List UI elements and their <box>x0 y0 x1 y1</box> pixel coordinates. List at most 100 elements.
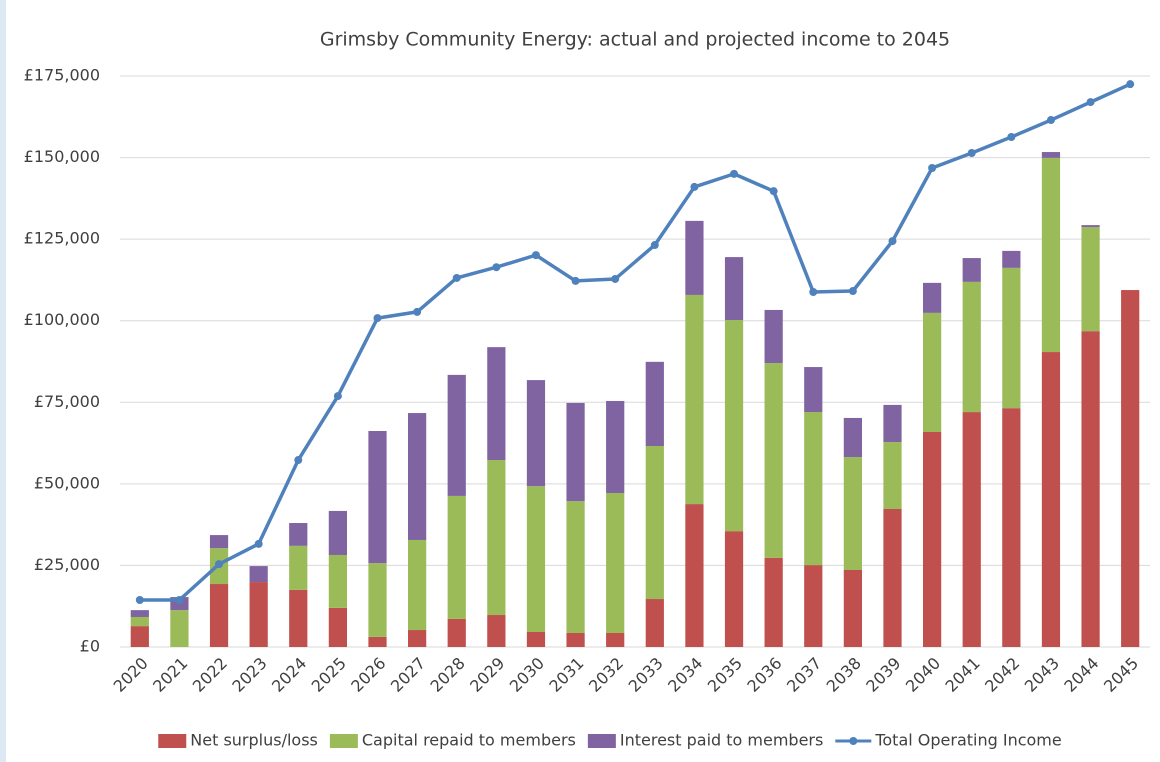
y-tick-label: £125,000 <box>24 229 100 248</box>
bar <box>685 294 704 505</box>
bar <box>645 361 664 447</box>
bar <box>764 309 783 364</box>
bar <box>487 347 506 461</box>
line-point <box>809 288 818 297</box>
bar <box>368 636 387 647</box>
frame-edge <box>0 0 6 762</box>
bar <box>408 539 427 631</box>
bar <box>328 554 347 608</box>
bar <box>804 565 823 647</box>
line-point <box>531 251 540 260</box>
bar <box>962 258 981 282</box>
line-point <box>215 560 224 569</box>
bar <box>487 615 506 647</box>
bar <box>804 412 823 566</box>
bar <box>209 535 229 549</box>
line-point <box>571 276 580 285</box>
bar <box>1041 152 1061 158</box>
bar <box>764 363 783 558</box>
bar <box>1121 290 1140 647</box>
bar <box>289 545 308 590</box>
line-point <box>848 287 857 296</box>
bar <box>447 374 466 496</box>
bar <box>1002 408 1021 647</box>
bar <box>368 563 387 637</box>
y-tick-label: £25,000 <box>34 555 100 574</box>
bar <box>724 257 744 321</box>
legend-label: Capital repaid to members <box>362 731 576 750</box>
bar <box>526 380 546 487</box>
bar <box>408 630 427 647</box>
line <box>139 82 1131 602</box>
legend-swatch-point <box>849 737 858 745</box>
bar <box>883 404 902 443</box>
bar <box>526 631 546 647</box>
legend: Net surplus/loss Capital repaid to member… <box>158 731 1062 750</box>
bar <box>130 616 149 627</box>
bar <box>368 430 387 564</box>
line-point <box>333 392 342 401</box>
bar <box>724 320 744 532</box>
line-point <box>967 149 976 158</box>
y-tick-label: £175,000 <box>24 66 100 85</box>
y-tick-label: £0 <box>80 637 100 656</box>
bar <box>843 569 862 647</box>
bar <box>645 599 664 647</box>
line-point <box>888 237 897 246</box>
bar <box>923 431 942 647</box>
bar <box>408 413 427 540</box>
bar <box>566 632 585 647</box>
bar <box>566 402 585 502</box>
line-point <box>373 314 382 323</box>
bar <box>1081 225 1100 228</box>
bar <box>724 531 744 647</box>
bar <box>923 312 942 432</box>
bar <box>130 626 149 647</box>
bar <box>843 417 862 458</box>
bar <box>289 523 308 546</box>
bar <box>1041 157 1061 353</box>
line-point <box>928 164 937 173</box>
bar <box>1041 352 1061 647</box>
line-point <box>294 456 303 465</box>
line-point <box>611 274 620 283</box>
bar <box>1081 227 1100 332</box>
bar <box>209 584 229 647</box>
bar <box>685 504 704 647</box>
bar <box>249 566 268 583</box>
legend-label: Total Operating Income <box>874 731 1061 750</box>
line-point <box>650 241 659 250</box>
legend-label: Interest paid to members <box>620 731 823 750</box>
y-tick-label: £50,000 <box>34 473 100 492</box>
line-point <box>452 273 461 282</box>
bar <box>170 610 189 647</box>
bar <box>883 442 902 509</box>
bar <box>1081 331 1100 647</box>
bar <box>962 412 981 647</box>
y-tick-label: £100,000 <box>24 310 100 329</box>
bar <box>685 220 704 295</box>
bar <box>764 557 783 647</box>
line-point <box>1126 80 1135 89</box>
bar <box>566 501 585 633</box>
bar <box>130 610 149 617</box>
line-point <box>135 596 144 605</box>
y-tick-label: £75,000 <box>34 392 100 411</box>
line-point <box>769 187 778 196</box>
legend-swatch <box>587 734 616 748</box>
line-point <box>492 263 501 272</box>
bar <box>606 492 625 633</box>
line-point <box>175 596 184 605</box>
bar <box>1002 267 1021 409</box>
bar <box>804 367 823 413</box>
bar <box>843 457 862 570</box>
line-point <box>413 307 422 316</box>
legend-swatch <box>329 734 358 748</box>
chart-title: Grimsby Community Energy: actual and pro… <box>320 29 950 51</box>
bar <box>328 607 347 647</box>
y-tick-label: £150,000 <box>24 147 100 166</box>
bar <box>645 446 664 600</box>
